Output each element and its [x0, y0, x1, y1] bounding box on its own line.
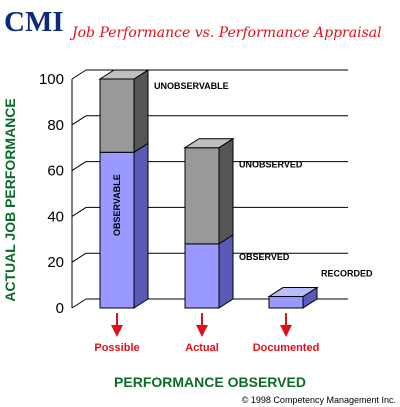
bar-segment-front — [184, 243, 220, 309]
category-arrow-head — [280, 325, 292, 337]
gridline-diag — [71, 252, 87, 263]
segment-label: OBSERVED — [239, 252, 290, 262]
gridline-diag — [71, 69, 87, 80]
bars — [98, 69, 319, 309]
bar-segment-side — [218, 233, 234, 309]
y-tick-label: 0 — [56, 300, 64, 317]
bar-segment-side — [218, 137, 234, 245]
copyright-text: © 1998 Competency Management Inc. — [242, 395, 396, 405]
y-axis-title: ACTUAL JOB PERFORMANCE — [2, 98, 18, 302]
y-tick-label: 60 — [47, 163, 64, 180]
bar-top-face — [98, 69, 150, 80]
bar-segment-front — [184, 147, 220, 245]
x-axis-title: PERFORMANCE OBSERVED — [114, 374, 306, 390]
bar-top-face — [183, 138, 235, 149]
category-arrow-head — [196, 325, 208, 337]
category-labels: Possible Actual Documented — [94, 313, 319, 354]
y-tick-labels: 0 20 40 60 80 100 — [39, 71, 64, 317]
segment-label: RECORDED — [321, 269, 373, 279]
chart-title: Job Performance vs. Performance Appraisa… — [69, 25, 382, 41]
gridline-diag — [71, 206, 87, 217]
bar-segment-side — [133, 142, 149, 309]
segment-labels: OBSERVABLE UNOBSERVABLE OBSERVED UNOBSERVED… — [112, 81, 373, 279]
category-label: Possible — [94, 342, 139, 354]
gridline-diag — [71, 115, 87, 126]
segment-label: UNOBSERVABLE — [154, 81, 229, 91]
category-label: Documented — [253, 342, 320, 354]
bar-segment-front — [268, 296, 304, 309]
gridline-diag — [71, 298, 87, 309]
gridline-diag — [71, 161, 87, 172]
category-arrow-head — [111, 325, 123, 337]
segment-label: UNOBSERVED — [239, 160, 303, 170]
y-tick-label: 20 — [47, 254, 64, 271]
y-tick-label: 80 — [47, 117, 64, 134]
bar-top-face — [267, 287, 319, 298]
bar-segment-side — [133, 69, 149, 154]
bar-segment-front — [99, 78, 135, 153]
segment-label: OBSERVABLE — [112, 174, 122, 236]
y-tick-label: 100 — [39, 71, 64, 88]
logo-text: CMI — [4, 6, 64, 38]
category-label: Actual — [185, 342, 219, 354]
y-tick-label: 40 — [47, 208, 64, 225]
